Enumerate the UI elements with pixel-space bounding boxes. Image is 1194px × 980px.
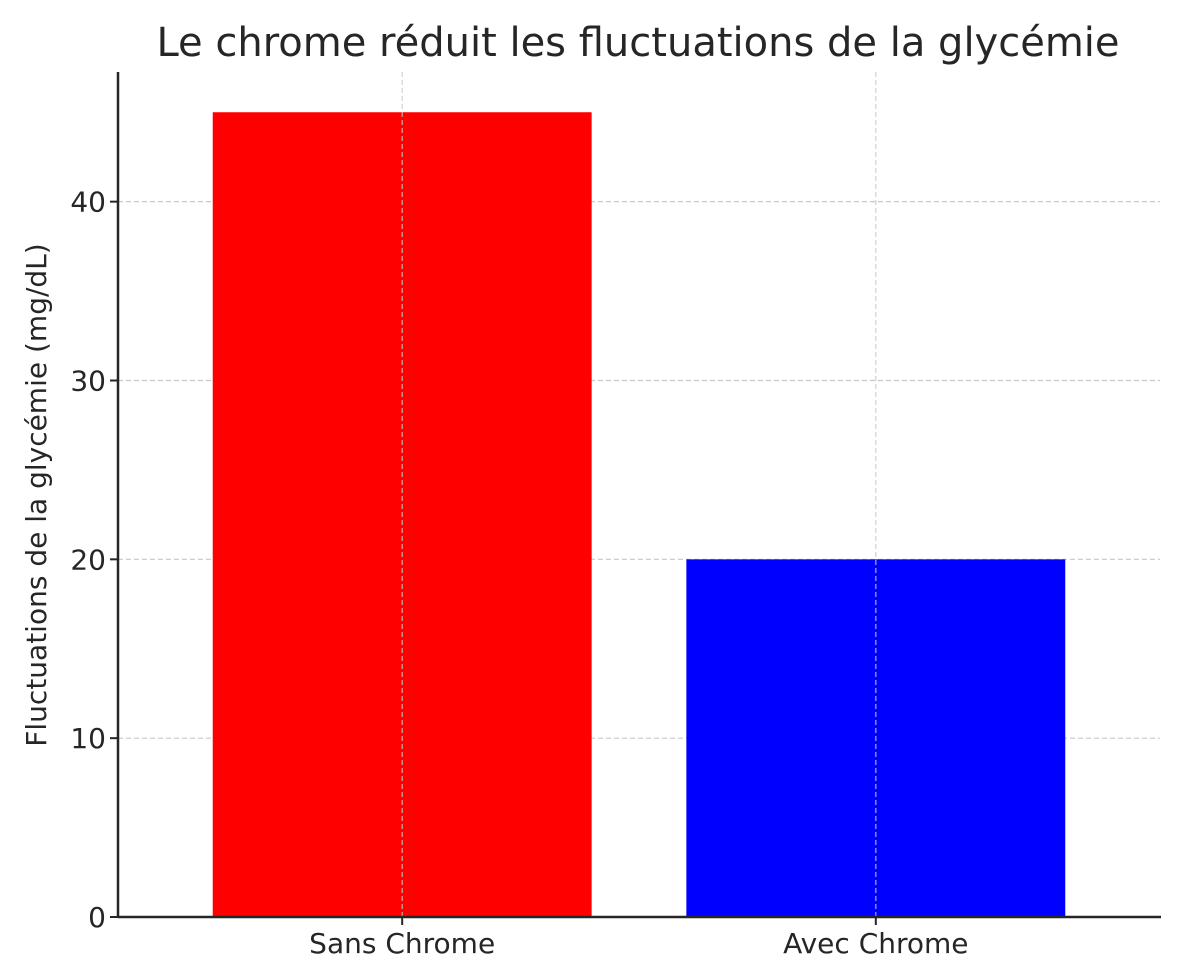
y-tick-label: 10 xyxy=(70,722,106,755)
y-tick-label: 40 xyxy=(70,186,106,219)
x-ticks: Sans Chrome Avec Chrome xyxy=(309,917,969,960)
axes xyxy=(116,72,1161,919)
x-tick-label: Sans Chrome xyxy=(309,927,495,960)
y-tick-label: 20 xyxy=(70,543,106,576)
y-axis-label: Fluctuations de la glycémie (mg/dL) xyxy=(20,243,53,746)
vertical-grid-lines xyxy=(401,72,877,917)
bars xyxy=(212,112,1066,917)
x-tick-label: Avec Chrome xyxy=(783,927,968,960)
y-tick-label: 0 xyxy=(88,901,106,934)
chart-title: Le chrome réduit les fluctuations de la … xyxy=(156,20,1119,66)
y-ticks: 0 10 20 30 40 xyxy=(70,186,118,934)
y-tick-label: 30 xyxy=(70,364,106,397)
